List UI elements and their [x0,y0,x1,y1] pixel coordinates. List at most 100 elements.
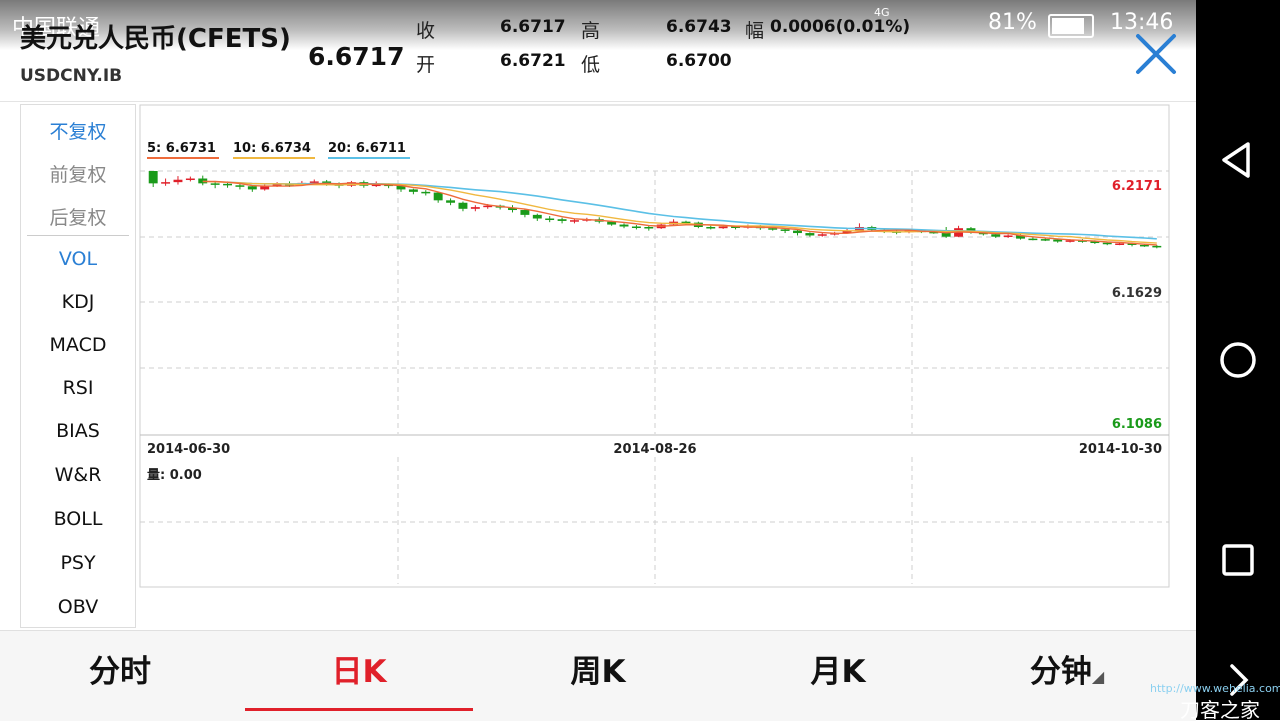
candle [1152,245,1162,248]
candle [210,183,220,185]
low-label: 低 [581,54,601,76]
kline-chart[interactable]: 5: 6.6731 10: 6.6734 20: 6.6711 6.2171 6… [139,104,1170,588]
tab-weekly-k[interactable]: 周K [570,654,626,690]
active-tab-indicator [245,708,473,711]
recents-icon[interactable] [1214,536,1262,584]
candle [532,214,542,219]
menu-item-psy[interactable]: PSY [60,552,96,574]
menu-item-boll[interactable]: BOLL [53,508,103,530]
dropdown-triangle-icon: ◢ [1091,667,1105,686]
candle [1115,243,1125,245]
menu-divider [27,235,129,236]
candle [247,186,257,190]
menu-item-vol[interactable]: VOL [58,248,98,270]
candle [941,232,951,237]
header-divider [0,101,1196,102]
tab-daily-k[interactable]: 日K [331,654,387,690]
ma10-line [202,180,1157,244]
candle [148,171,158,184]
candle [570,220,579,222]
candle [1127,243,1137,245]
change-value: 0.0006(0.01%) [770,17,911,37]
indicator-menu: 不复权 前复权 后复权 VOL KDJ MACD RSI BIAS W&R BO… [20,104,136,628]
close-value: 6.6717 [500,17,566,37]
ma10-legend: 10: 6.6734 [233,141,311,156]
candle [260,185,270,190]
ma-legend: 5: 6.6731 10: 6.6734 20: 6.6711 [147,141,410,159]
close-icon[interactable] [1132,30,1180,78]
menu-item-forward-adjust[interactable]: 前复权 [49,164,107,186]
candle [545,218,555,221]
candle [842,230,852,234]
candle [607,221,617,225]
page-title: 美元兑人民币(CFETS) [20,24,291,54]
menu-item-kdj[interactable]: KDJ [61,291,95,313]
volume-label: 量: 0.00 [147,468,202,483]
candle [557,219,567,221]
candle [1003,235,1013,237]
status-bar: 中国联通 4G 81% 13:46 [0,0,1196,50]
candle [446,200,456,203]
candle [768,228,778,230]
candle [1053,239,1063,242]
candle [619,224,629,227]
candle [235,185,245,187]
menu-item-rsi[interactable]: RSI [62,377,94,399]
close-label: 收 [416,20,436,42]
candle [520,210,530,215]
candle [185,178,195,181]
menu-item-no-adjust[interactable]: 不复权 [49,121,107,143]
last-price: 6.6717 [308,42,405,71]
menu-item-bias[interactable]: BIAS [56,420,100,442]
menu-item-backward-adjust[interactable]: 后复权 [49,207,107,229]
clock-text: 13:46 [1110,10,1174,35]
carrier-text: 中国联通 [12,16,101,41]
candle [396,185,406,190]
candle [470,207,480,209]
price-label-mid: 6.1629 [1112,286,1162,301]
candle [991,234,1001,237]
candle [198,178,208,184]
candle [1090,241,1100,244]
candle [322,181,332,184]
date-mid: 2014-08-26 [613,442,696,457]
chevron-right-icon[interactable] [1214,656,1262,704]
menu-item-wr[interactable]: W&R [54,464,102,486]
back-icon[interactable] [1214,136,1262,184]
date-end: 2014-10-30 [1079,442,1162,457]
android-nav-bar [1196,0,1280,720]
date-start: 2014-06-30 [147,442,230,457]
ma5-legend: 5: 6.6731 [147,141,216,156]
tab-minute[interactable]: 分钟◢ [960,631,1174,715]
home-icon[interactable] [1214,336,1262,384]
candle [1102,242,1112,245]
high-label: 高 [581,20,601,42]
battery-icon [1048,14,1094,38]
candle [371,184,381,187]
network-type: 4G [874,6,890,19]
candle [706,226,716,229]
battery-text: 81% [988,10,1037,35]
candle [1028,238,1038,241]
low-value: 6.6700 [666,51,732,71]
candle [272,183,282,186]
tab-monthly-k[interactable]: 月K [810,654,866,690]
candle [1065,240,1075,242]
symbol-code: USDCNY.IB [20,66,123,86]
candle [433,192,443,201]
watermark-name: 刀客之家 [1180,698,1260,722]
tab-timeshare[interactable]: 分时 [89,654,151,690]
candle [161,182,171,184]
candle [644,226,654,229]
menu-item-macd[interactable]: MACD [49,334,107,356]
candle [929,231,939,234]
menu-item-obv[interactable]: OBV [57,596,99,618]
candle [483,205,493,208]
candle [223,183,232,186]
candle [508,207,517,211]
candle [805,233,815,236]
amp-label: 幅 [745,20,765,42]
candle [731,226,740,229]
app-window: 中国联通 4G 81% 13:46 美元兑人民币(CFETS) USDCNY.I… [0,0,1196,715]
tab-minute-label: 分钟 [1029,654,1092,690]
